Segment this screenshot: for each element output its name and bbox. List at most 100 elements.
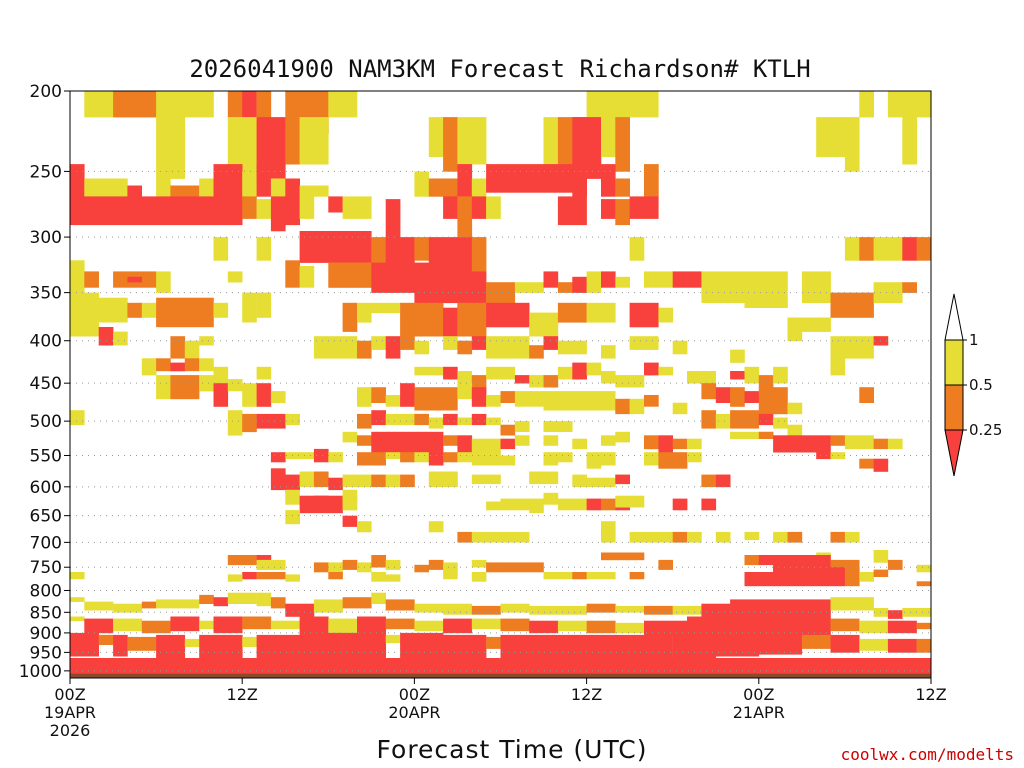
x-tick-label: 00Z [399,685,430,704]
heatmap-cell [414,171,429,197]
heatmap-cell [70,616,85,621]
heatmap-cell [199,178,214,197]
legend-swatch-below-0.25 [944,429,964,477]
heatmap-cell [328,452,343,463]
heatmap-cell [572,474,587,488]
heatmap-cell [313,336,358,359]
heatmap-cell [687,452,702,463]
heatmap-cell [529,345,544,359]
heatmap-cell [84,618,114,634]
heatmap-cell [486,562,501,573]
heatmap-cell [141,358,157,376]
heatmap-cell [414,603,444,613]
heatmap-cell [887,610,903,619]
heatmap-cell [557,620,587,632]
heatmap-cell [730,616,788,636]
heatmap-cell [242,636,257,647]
y-tick-label: 400 [30,332,62,352]
heatmap-cell [371,387,386,403]
heatmap-cell [70,260,85,293]
heatmap-cell [70,658,932,672]
y-tick-label: 450 [30,374,62,394]
heatmap-cell [256,634,300,659]
heatmap-cell [787,402,803,415]
heatmap-cell [213,616,243,634]
heatmap-cell [428,117,444,157]
heatmap-cell [443,336,458,350]
heatmap-cell [486,282,516,304]
heatmap-cell [342,431,358,443]
heatmap-cell [170,362,186,372]
heatmap-cell [213,302,229,318]
heatmap-cell [199,620,214,630]
heatmap-cell [629,398,645,415]
heatmap-cell [443,562,458,573]
heatmap-cell [471,196,487,219]
heatmap-cell [844,237,860,261]
heatmap-cell [256,383,272,407]
heatmap-cell [213,164,243,197]
heatmap-cell [227,91,243,118]
heatmap-cell [342,515,358,527]
y-tick-label: 950 [30,643,62,663]
heatmap-cell [342,632,386,659]
heatmap-cell [199,358,214,372]
heatmap-cell [156,271,171,293]
heatmap-cell [471,237,487,272]
heatmap-cell [156,375,171,400]
heatmap-cell [758,431,774,439]
y-tick-label: 300 [30,228,62,248]
heatmap-cell [715,387,731,403]
heatmap-cell [285,413,300,426]
heatmap-cell [70,572,85,580]
heatmap-cell [213,383,229,407]
heatmap-cell [414,340,429,355]
heatmap-cell [457,340,473,355]
y-tick-label: 600 [30,478,62,498]
heatmap-cell [902,282,917,293]
heatmap-cell [357,521,372,533]
heatmap-cell [672,340,688,355]
x-tick-label: 12Z [227,685,258,704]
y-tick-label: 850 [30,603,62,623]
heatmap-cell [313,471,329,488]
heatmap-cell [385,474,401,488]
heatmap-cell [887,620,917,634]
heatmap-cell [543,271,559,288]
heatmap-cell [672,402,688,415]
heatmap-cell [270,620,300,630]
heatmap-cell [443,435,458,446]
heatmap-cell [500,455,516,466]
heatmap-cell [543,435,559,446]
heatmap-cell [486,302,530,328]
heatmap-cell [615,199,630,226]
heatmap-cell [285,574,300,582]
heatmap-cell [572,572,587,580]
heatmap-cell [457,164,473,197]
heatmap-cell [586,498,602,511]
heatmap-cell [916,638,932,653]
plot-frame [69,90,932,679]
heatmap-cell [486,636,501,649]
heatmap-cell [414,366,444,376]
y-tick-label: 200 [30,82,62,102]
x-tick-label: 2026 [50,721,91,740]
legend-swatch-above-1 [944,293,964,341]
heatmap-cell [285,260,300,288]
heatmap-cell [70,292,99,337]
heatmap-cell [227,271,243,283]
heatmap-cell [285,196,300,226]
heatmap-cell [471,178,487,197]
heatmap-cell [601,498,616,511]
heatmap-cell [70,632,99,657]
heatmap-cell [486,395,501,407]
heatmap-cell [830,435,846,446]
heatmap-cell [84,178,128,197]
heatmap-cell [256,592,272,607]
heatmap-cell [471,387,487,407]
heatmap-cell [127,636,157,651]
heatmap-cell [342,489,358,502]
heatmap-cell [644,362,659,376]
heatmap-cell [644,452,659,466]
heatmap-cell [199,634,243,659]
